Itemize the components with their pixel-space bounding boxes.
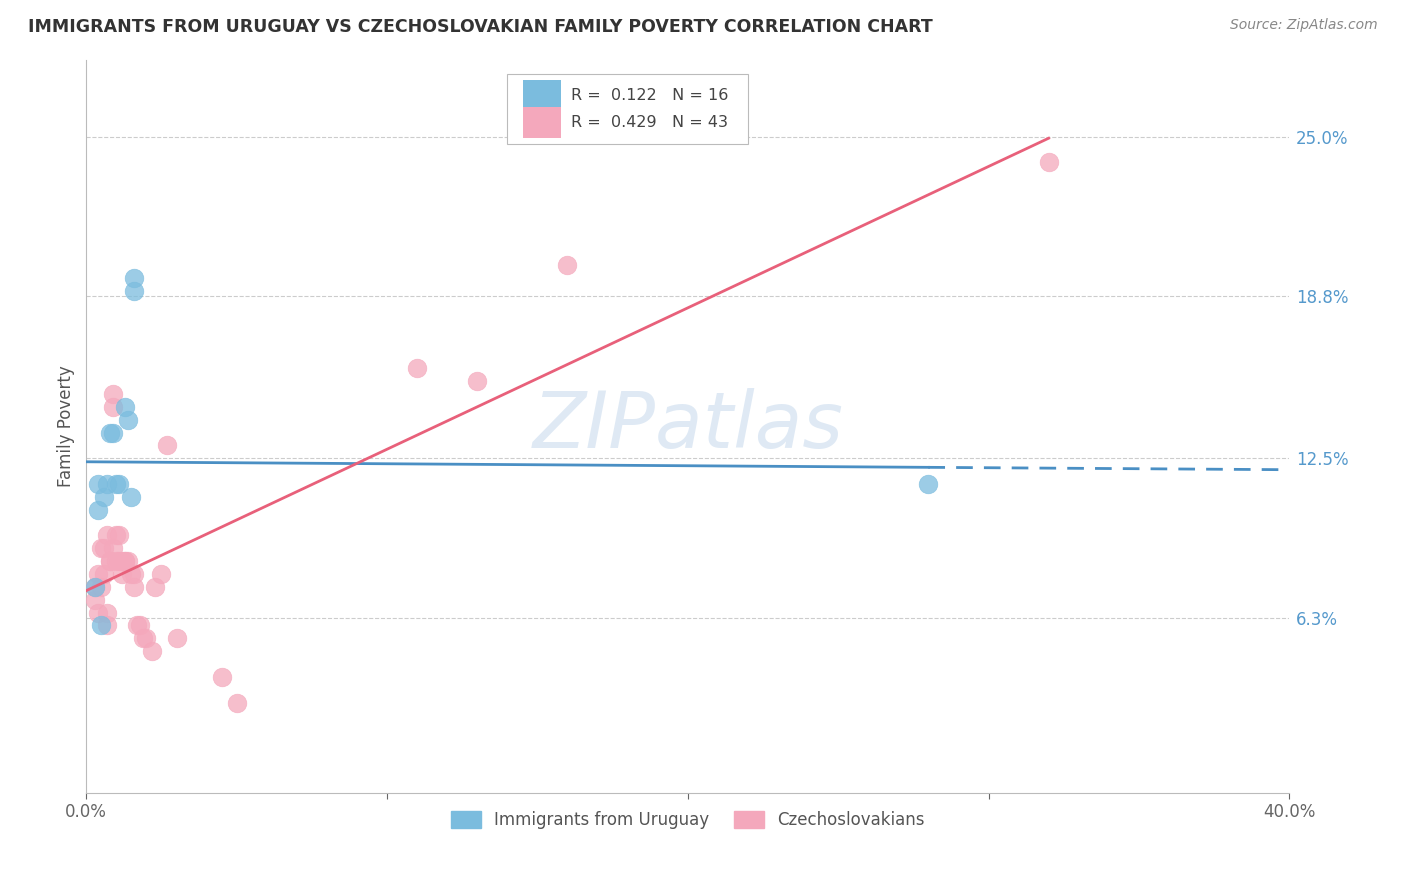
Point xyxy=(96,477,118,491)
Point xyxy=(87,502,110,516)
Point xyxy=(557,258,579,272)
Point xyxy=(90,580,112,594)
Point xyxy=(87,606,110,620)
Point xyxy=(166,632,188,646)
Text: ZIPatlas: ZIPatlas xyxy=(533,388,844,464)
Point xyxy=(127,618,149,632)
Point xyxy=(96,618,118,632)
Point xyxy=(108,554,131,568)
Point xyxy=(145,580,167,594)
Point xyxy=(124,284,146,298)
Text: Source: ZipAtlas.com: Source: ZipAtlas.com xyxy=(1230,18,1378,32)
Point xyxy=(114,554,136,568)
Point xyxy=(129,618,152,632)
Point xyxy=(93,567,115,582)
Point xyxy=(98,554,121,568)
Point xyxy=(117,413,139,427)
Point xyxy=(150,567,173,582)
Point xyxy=(406,361,429,376)
Point xyxy=(108,528,131,542)
Point xyxy=(96,606,118,620)
Point xyxy=(124,580,146,594)
Point xyxy=(132,632,155,646)
Point xyxy=(90,541,112,556)
Point xyxy=(124,271,146,285)
Point xyxy=(98,554,121,568)
Point xyxy=(103,425,125,440)
Point xyxy=(90,618,112,632)
Text: R =  0.122   N = 16: R = 0.122 N = 16 xyxy=(571,88,728,103)
Point xyxy=(141,644,163,658)
Point xyxy=(84,580,107,594)
Point xyxy=(103,387,125,401)
Point xyxy=(98,425,121,440)
Text: R =  0.429   N = 43: R = 0.429 N = 43 xyxy=(571,115,728,130)
Point xyxy=(111,567,134,582)
Point xyxy=(93,490,115,504)
Point xyxy=(105,554,128,568)
Text: IMMIGRANTS FROM URUGUAY VS CZECHOSLOVAKIAN FAMILY POVERTY CORRELATION CHART: IMMIGRANTS FROM URUGUAY VS CZECHOSLOVAKI… xyxy=(28,18,932,36)
Point xyxy=(103,400,125,414)
Point xyxy=(87,567,110,582)
Point xyxy=(111,554,134,568)
Point xyxy=(917,477,939,491)
Point xyxy=(84,592,107,607)
Y-axis label: Family Poverty: Family Poverty xyxy=(58,365,75,487)
Point xyxy=(124,567,146,582)
Point xyxy=(103,541,125,556)
Legend: Immigrants from Uruguay, Czechoslovakians: Immigrants from Uruguay, Czechoslovakian… xyxy=(444,804,932,836)
Point xyxy=(108,477,131,491)
Point xyxy=(465,374,488,388)
Point xyxy=(211,670,233,684)
FancyBboxPatch shape xyxy=(508,74,748,144)
Point xyxy=(84,580,107,594)
Point xyxy=(96,528,118,542)
FancyBboxPatch shape xyxy=(523,80,561,111)
Point xyxy=(105,477,128,491)
Point xyxy=(87,477,110,491)
Point xyxy=(120,490,142,504)
Point xyxy=(114,554,136,568)
FancyBboxPatch shape xyxy=(523,107,561,138)
Point xyxy=(1038,155,1060,169)
Point xyxy=(105,528,128,542)
Point xyxy=(156,438,179,452)
Point xyxy=(120,567,142,582)
Point xyxy=(117,554,139,568)
Point xyxy=(225,696,247,710)
Point xyxy=(135,632,157,646)
Point xyxy=(114,400,136,414)
Point xyxy=(93,541,115,556)
